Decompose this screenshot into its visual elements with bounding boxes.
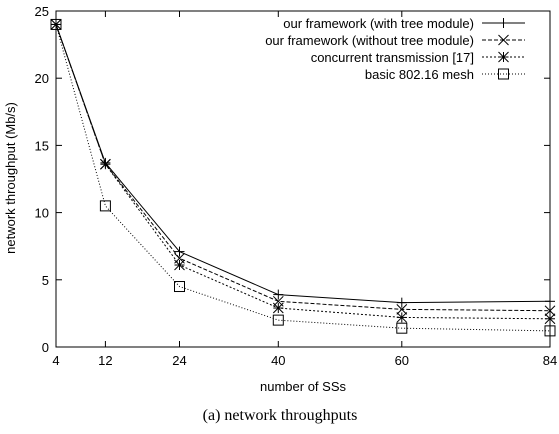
legend-label: concurrent transmission [17] <box>311 50 474 65</box>
series-line-2 <box>55 24 551 312</box>
x-tick-label: 84 <box>543 353 557 368</box>
data-point-series-4 <box>272 314 284 326</box>
x-tick-label: 60 <box>395 353 409 368</box>
data-point-series-1 <box>174 246 185 257</box>
y-tick-label: 0 <box>42 340 49 355</box>
data-point-series-4 <box>99 200 111 212</box>
x-tick-label: 40 <box>271 353 285 368</box>
series-line-3 <box>55 24 551 320</box>
data-point-series-4 <box>174 281 185 293</box>
y-tick-label: 20 <box>35 71 49 86</box>
y-tick-label: 25 <box>35 4 49 19</box>
x-tick-label: 24 <box>172 353 186 368</box>
legend-label: our framework (without tree module) <box>265 33 474 48</box>
data-point-series-2 <box>544 305 556 317</box>
legend-marker <box>498 34 509 46</box>
y-tick-label: 15 <box>35 138 49 153</box>
legend-marker <box>498 18 509 28</box>
data-point-series-3 <box>174 259 185 271</box>
chart-caption: (a) network throughputs <box>203 407 358 424</box>
series-line-1 <box>55 24 551 304</box>
data-point-series-4 <box>544 325 556 337</box>
y-tick-label: 10 <box>35 206 49 221</box>
data-point-series-1 <box>273 289 284 300</box>
legend-marker <box>498 68 509 80</box>
series-line-4 <box>55 24 551 332</box>
data-point-series-3 <box>272 302 284 314</box>
data-point-series-4 <box>50 18 62 30</box>
data-point-series-3 <box>100 158 111 170</box>
data-point-series-4 <box>396 322 408 334</box>
y-axis-title: network throughput (Mb/s) <box>3 102 18 254</box>
data-point-series-1 <box>545 296 555 307</box>
data-point-series-3 <box>544 313 556 325</box>
data-point-series-3 <box>396 312 408 323</box>
data-point-series-2 <box>396 304 408 315</box>
legend-label: basic 802.16 mesh <box>365 67 474 82</box>
data-point-series-1 <box>396 297 407 308</box>
x-axis-title: number of SSs <box>260 379 346 394</box>
x-tick-label: 4 <box>52 353 59 368</box>
x-tick-label: 12 <box>98 353 112 368</box>
plot-frame <box>55 10 551 348</box>
legend-marker <box>498 51 509 63</box>
y-tick-label: 5 <box>42 273 49 288</box>
legend-label: our framework (with tree module) <box>283 16 474 31</box>
